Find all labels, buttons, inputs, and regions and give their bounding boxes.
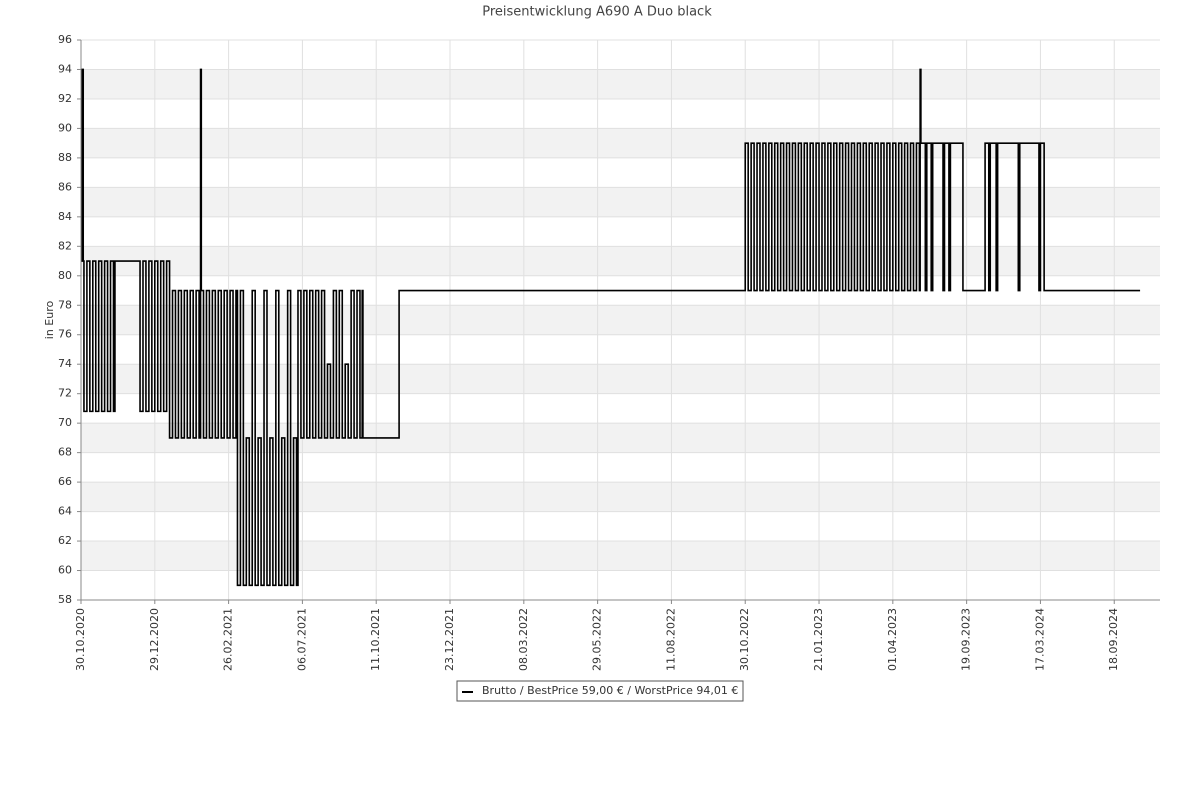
y-tick-label: 74: [58, 357, 72, 370]
grid-band: [81, 69, 1160, 99]
y-tick-label: 80: [58, 269, 72, 282]
x-tick-label: 26.02.2021: [222, 608, 235, 671]
axes: 58 60 62 64 66 68 70 72 74 76 78 80 82 84 86 88 90 92 94 96…: [58, 33, 1160, 671]
x-tick-label: 17.03.2024: [1033, 608, 1046, 671]
x-tick-label: 30.10.2022: [738, 608, 751, 671]
grid: [80, 39, 1160, 601]
y-tick-label: 60: [58, 564, 72, 577]
grid-band: [81, 246, 1160, 276]
y-tick-label: 78: [58, 298, 72, 311]
x-tick-label: 23.12.2021: [443, 608, 456, 671]
y-tick-label: 70: [58, 416, 72, 429]
y-tick-label: 82: [58, 239, 72, 252]
y-tick-label: 62: [58, 534, 72, 547]
bands: [81, 69, 1160, 571]
y-tick-label: 64: [58, 505, 72, 518]
grid-band: [81, 305, 1160, 335]
x-tick-label: 19.09.2023: [960, 608, 973, 671]
x-tick-label: 29.12.2020: [148, 608, 161, 671]
x-tick-label: 18.09.2024: [1107, 608, 1120, 671]
legend-box: [456, 680, 744, 702]
grid-band: [81, 128, 1160, 158]
y-tick-label: 58: [58, 593, 72, 606]
y-tick-label: 68: [58, 446, 72, 459]
x-tick-label: 11.08.2022: [664, 608, 677, 671]
y-axis-label: in Euro: [43, 301, 56, 340]
y-tick-label: 76: [58, 328, 72, 341]
x-tick-label: 01.04.2023: [886, 608, 899, 671]
x-tick-label: 21.01.2023: [812, 608, 825, 671]
y-tick-label: 72: [58, 387, 72, 400]
y-tick-label: 86: [58, 180, 72, 193]
price-line: [80, 68, 1141, 587]
chart-title: Preisentwicklung A690 A Duo black: [482, 5, 712, 20]
x-tick-label: 11.10.2021: [369, 608, 382, 671]
y-tick-label: 92: [58, 92, 72, 105]
y-tick-label: 66: [58, 475, 72, 488]
x-tick-label: 08.03.2022: [517, 608, 530, 671]
y-tick-label: 84: [58, 210, 72, 223]
y-tick-label: 96: [58, 33, 72, 46]
x-tick-label: 30.10.2020: [74, 608, 87, 671]
grid-band: [81, 364, 1160, 394]
x-tick-label: 29.05.2022: [591, 608, 604, 671]
x-tick-label: 06.07.2021: [295, 608, 308, 671]
y-tick-label: 88: [58, 151, 72, 164]
y-tick-label: 90: [58, 121, 72, 134]
y-tick-label: 94: [58, 62, 72, 75]
grid-band: [81, 187, 1160, 217]
legend-label: Brutto / BestPrice 59,00 € / WorstPrice …: [482, 684, 738, 697]
plot: [80, 68, 1141, 587]
